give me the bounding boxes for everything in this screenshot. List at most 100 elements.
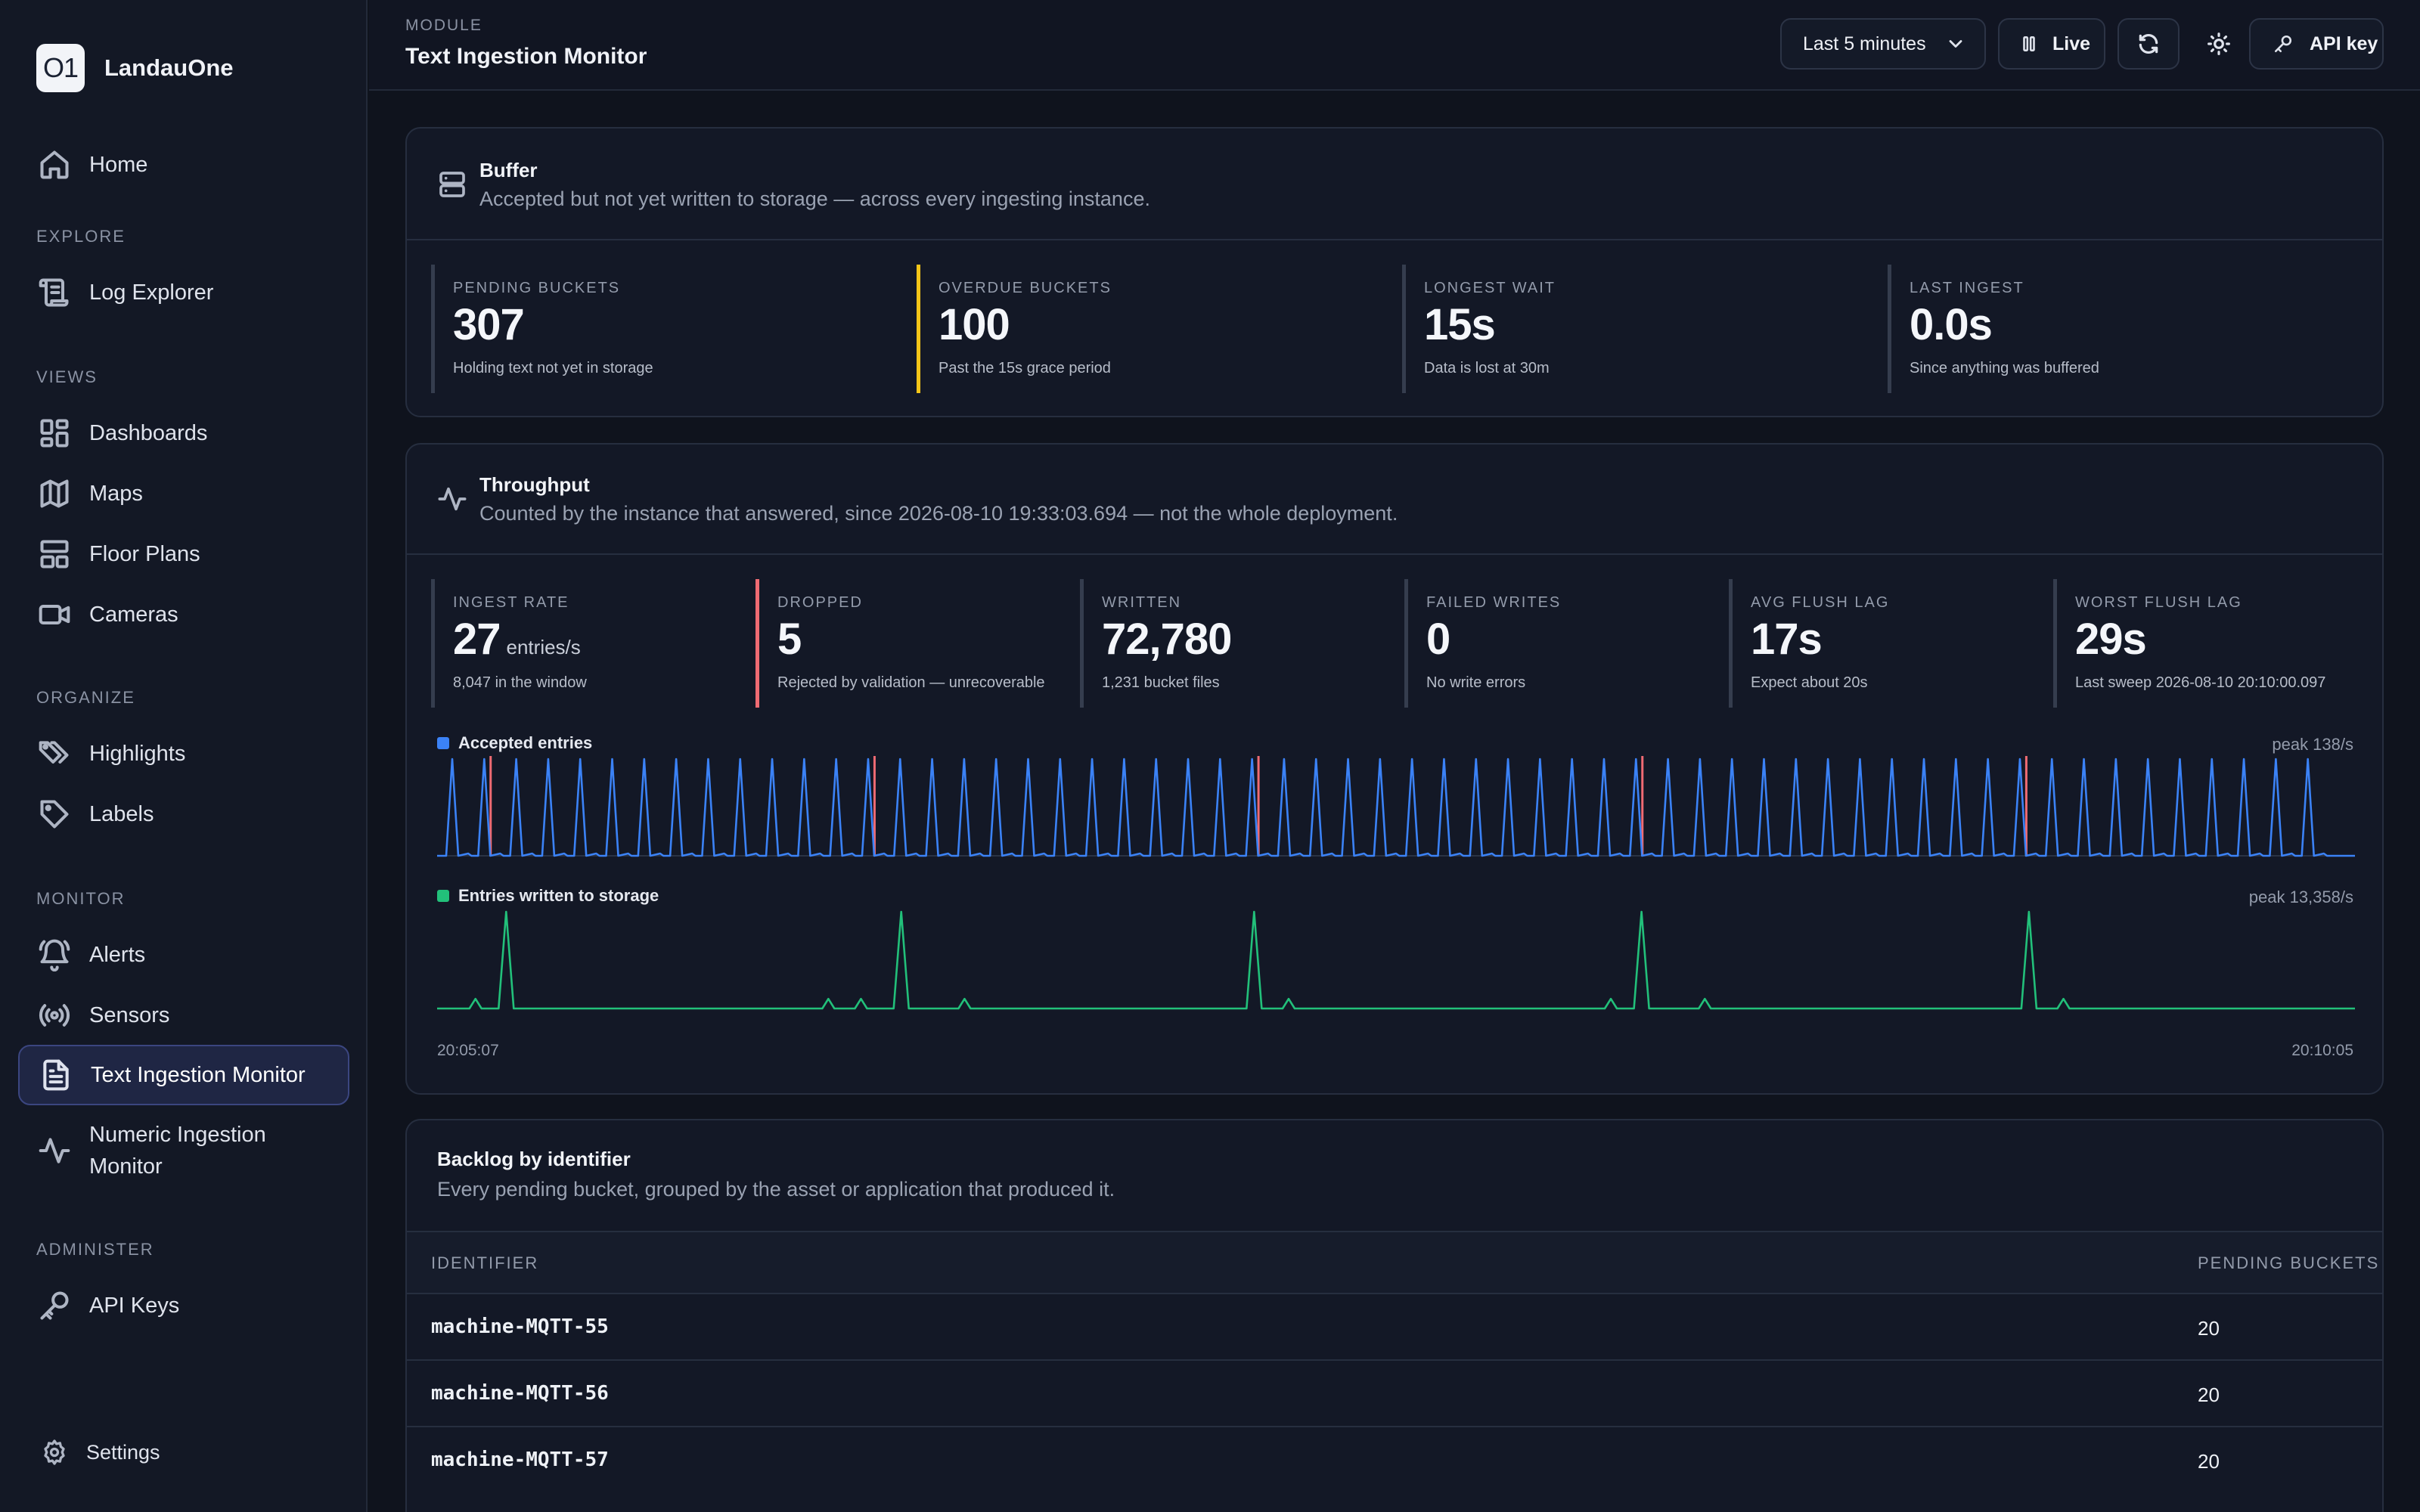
stat-subtext: Past the 15s grace period — [939, 360, 1111, 376]
sidebar-item-label: Maps — [89, 481, 143, 506]
backlog-title: Backlog by identifier — [437, 1148, 631, 1170]
gear-icon — [44, 1439, 65, 1465]
throughput-stat: INGEST RATE 27 entries/s 8,047 in the windo… — [431, 579, 587, 708]
sidebar-item-floor-plans[interactable]: Floor Plans — [18, 524, 349, 584]
top-bar: MODULE Text Ingestion Monitor Last 5 min… — [369, 0, 2420, 91]
stat-value: 29s — [2075, 614, 2147, 665]
table-row[interactable]: machine-MQTT-56 20 — [407, 1359, 2382, 1426]
legend-accepted: Accepted entries — [437, 733, 592, 753]
sidebar-item-api-keys[interactable]: API Keys — [18, 1275, 349, 1336]
module-label: MODULE — [405, 17, 482, 34]
api-key-button[interactable]: API key — [2249, 18, 2384, 70]
stat-number: 17s — [1751, 615, 1823, 664]
column-pending-buckets[interactable]: PENDING BUCKETS — [2198, 1253, 2380, 1272]
section-monitor: MONITOR — [36, 889, 126, 908]
table-row[interactable]: machine-MQTT-57 20 — [407, 1426, 2382, 1492]
sidebar-item-maps[interactable]: Maps — [18, 463, 349, 524]
sidebar-item-label: Floor Plans — [89, 541, 200, 566]
sidebar-item-label: Alerts — [89, 942, 146, 967]
theme-toggle-button[interactable] — [2193, 18, 2245, 70]
throughput-stat: WORST FLUSH LAG 29s Last sweep 2026-08-10 … — [2053, 579, 2325, 708]
stat-value: 17s — [1751, 614, 1823, 665]
sidebar-item-text-ingestion-monitor[interactable]: Text Ingestion Monitor — [18, 1045, 349, 1105]
stat-value: 0 — [1426, 614, 1450, 665]
stat-label: AVG FLUSH LAG — [1751, 594, 1890, 611]
sidebar-item-sensors[interactable]: Sensors — [18, 985, 349, 1046]
home-icon — [40, 150, 69, 179]
table-row[interactable]: machine-MQTT-55 20 — [407, 1293, 2382, 1359]
video-camera-icon — [39, 604, 70, 625]
stat-label: WORST FLUSH LAG — [2075, 594, 2242, 611]
sidebar-item-label: Labels — [89, 801, 154, 826]
stat-number: 0 — [1426, 615, 1450, 664]
live-toggle-button[interactable]: Live — [1998, 18, 2105, 70]
stat-number: 72,780 — [1102, 615, 1232, 664]
api-key-label: API key — [2310, 33, 2378, 54]
buffer-card-header: Buffer Accepted but not yet written to s… — [407, 129, 2382, 240]
activity-icon — [438, 487, 467, 511]
stat-value: 307 — [453, 300, 525, 349]
file-text-icon — [43, 1059, 69, 1091]
sidebar-item-cameras[interactable]: Cameras — [18, 584, 349, 645]
sidebar-item-label: Settings — [86, 1440, 160, 1464]
time-range-value: Last 5 minutes — [1803, 33, 1926, 54]
stat-label: PENDING BUCKETS — [453, 280, 621, 296]
section-explore: EXPLORE — [36, 227, 126, 246]
column-identifier[interactable]: IDENTIFIER — [431, 1253, 539, 1272]
identifier-cell: machine-MQTT-56 — [431, 1382, 609, 1405]
sidebar-item-log-explorer[interactable]: Log Explorer — [18, 262, 349, 323]
sidebar-item-labels[interactable]: Labels — [18, 784, 349, 844]
x-axis-end: 20:10:05 — [2291, 1042, 2353, 1059]
stat-subtext: Holding text not yet in storage — [453, 360, 653, 376]
throughput-stat: WRITTEN 72,780 1,231 bucket files — [1080, 579, 1232, 708]
stat-value: 5 — [777, 614, 802, 665]
stat-label: LAST INGEST — [1910, 280, 2024, 296]
live-label: Live — [2052, 33, 2091, 54]
stat-subtext: 8,047 in the window — [453, 674, 587, 691]
stat-label: LONGEST WAIT — [1424, 280, 1556, 296]
stat-number: 5 — [777, 615, 802, 664]
sidebar-item-label: Home — [89, 152, 148, 177]
sidebar-item-numeric-ingestion-monitor[interactable]: Numeric Ingestion Monitor — [18, 1113, 349, 1188]
throughput-description: Counted by the instance that answered, s… — [479, 502, 1398, 525]
stat-number: 29s — [2075, 615, 2147, 664]
legend-label: Accepted entries — [458, 733, 593, 752]
buffer-title: Buffer — [479, 159, 538, 181]
sidebar-item-label: Dashboards — [89, 420, 208, 445]
written-entries-series — [437, 910, 2355, 1010]
sidebar-item-home[interactable]: Home — [18, 135, 349, 195]
stat-subtext: Rejected by validation — unrecoverable — [777, 674, 1045, 691]
sidebar-item-dashboards[interactable]: Dashboards — [18, 403, 349, 463]
pause-icon — [2023, 36, 2035, 51]
throughput-stat: DROPPED 5 Rejected by validation — unrecov… — [755, 579, 1045, 708]
sidebar-item-settings[interactable]: Settings — [18, 1422, 349, 1483]
stat-label: WRITTEN — [1102, 594, 1182, 611]
legend-label: Entries written to storage — [458, 886, 659, 905]
throughput-card-header: Throughput Counted by the instance that … — [407, 445, 2382, 555]
sidebar-item-label: Text Ingestion Monitor — [91, 1062, 306, 1087]
buffer-stat: LONGEST WAIT 15s Data is lost at 30m — [1402, 265, 1554, 393]
tag-icon — [40, 800, 69, 829]
stat-value: 0.0s — [1910, 300, 1993, 349]
tags-icon — [39, 741, 69, 764]
time-range-select[interactable]: Last 5 minutes — [1780, 18, 1986, 70]
backlog-description: Every pending bucket, grouped by the ass… — [437, 1178, 1115, 1201]
pending-cell: 20 — [2198, 1450, 2220, 1473]
chevron-down-icon — [1949, 40, 1962, 48]
refresh-button[interactable] — [2118, 18, 2180, 70]
brand[interactable]: O1 LandauOne — [36, 44, 234, 92]
pending-cell: 20 — [2198, 1317, 2220, 1340]
app-logo: O1 — [36, 44, 85, 92]
stat-subtext: Since anything was buffered — [1910, 360, 2099, 376]
buffer-stat: LAST INGEST 0.0s Since anything was buffer… — [1888, 265, 2099, 393]
buffer-card: Buffer Accepted but not yet written to s… — [405, 127, 2384, 417]
bell-icon — [39, 939, 70, 971]
sidebar-item-highlights[interactable]: Highlights — [18, 723, 349, 784]
stat-value: 72,780 — [1102, 614, 1232, 665]
stat-label: DROPPED — [777, 594, 863, 611]
scroll-icon — [39, 278, 69, 307]
sidebar-item-alerts[interactable]: Alerts — [18, 925, 349, 985]
stat-subtext: No write errors — [1426, 674, 1526, 691]
broadcast-icon — [39, 1004, 70, 1027]
buffer-description: Accepted but not yet written to storage … — [479, 187, 1150, 210]
